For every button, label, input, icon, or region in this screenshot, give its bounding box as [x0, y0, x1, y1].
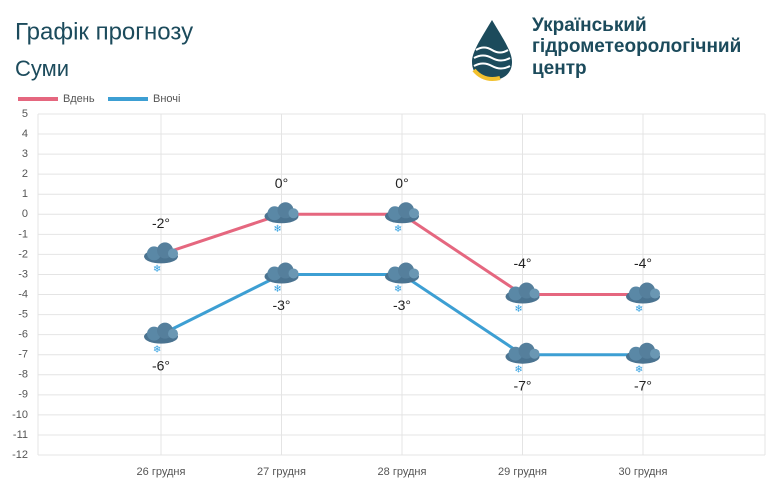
- cloud: [288, 208, 299, 219]
- snowflake: ❄: [153, 264, 161, 275]
- y-tick-label: 2: [22, 168, 28, 180]
- snowflake: ❄: [153, 344, 161, 355]
- y-tick-label: -1: [18, 228, 28, 240]
- y-tick-label: 3: [22, 148, 28, 160]
- logo-text: гідрометеорологічний: [532, 36, 741, 57]
- cloud: [288, 268, 299, 279]
- cloud: [168, 328, 178, 339]
- snowflake: ❄: [514, 304, 522, 315]
- value-label: -7°: [513, 377, 531, 393]
- y-tick-label: -2: [18, 248, 28, 260]
- weather-icon: ❄: [505, 282, 540, 315]
- y-tick-label: -6: [18, 329, 28, 341]
- y-tick-label: -10: [12, 409, 28, 421]
- snowflake: ❄: [394, 284, 402, 295]
- y-tick-label: -3: [18, 268, 28, 280]
- cloud: [529, 348, 540, 359]
- y-tick-label: 1: [22, 188, 28, 200]
- snowflake: ❄: [514, 364, 522, 375]
- x-tick-label: 28 грудня: [378, 466, 427, 478]
- weather-icon: ❄: [626, 282, 660, 315]
- weather-icon: ❄: [385, 262, 419, 295]
- weather-icon: ❄: [505, 342, 540, 375]
- snowflake: ❄: [273, 224, 281, 235]
- logo-icon: [472, 20, 512, 81]
- cloud: [650, 288, 660, 299]
- legend-label: Вдень: [63, 93, 95, 105]
- y-tick-label: -7: [18, 349, 28, 361]
- x-tick-label: 26 грудня: [137, 466, 186, 478]
- value-label: -2°: [152, 215, 170, 231]
- y-tick-label: -8: [18, 369, 28, 381]
- y-tick-label: 0: [22, 208, 28, 220]
- y-tick-label: -9: [18, 389, 28, 401]
- logo-text: Український: [532, 15, 647, 36]
- weather-icon: ❄: [144, 322, 178, 355]
- y-tick-label: 4: [22, 128, 28, 140]
- value-label: -3°: [393, 297, 411, 313]
- value-label: 0°: [275, 175, 288, 191]
- chart-title: Графік прогнозу: [15, 18, 193, 45]
- snowflake: ❄: [273, 284, 281, 295]
- value-label: -3°: [272, 297, 290, 313]
- weather-icon: ❄: [385, 202, 419, 235]
- cloud: [168, 248, 178, 259]
- weather-icon: ❄: [264, 202, 299, 235]
- cloud: [409, 208, 419, 219]
- weather-icon: ❄: [626, 342, 660, 375]
- y-tick-label: -12: [12, 449, 28, 461]
- weather-icon: ❄: [264, 262, 299, 295]
- y-tick-label: 5: [22, 108, 28, 120]
- snowflake: ❄: [394, 224, 402, 235]
- snowflake: ❄: [635, 364, 643, 375]
- cloud: [409, 268, 419, 279]
- x-tick-label: 29 грудня: [498, 466, 547, 478]
- logo-text: центр: [532, 58, 587, 79]
- cloud: [650, 348, 660, 359]
- chart-subtitle: Суми: [15, 56, 69, 81]
- x-tick-label: 27 грудня: [257, 466, 306, 478]
- y-tick-label: -4: [18, 288, 28, 300]
- y-tick-label: -11: [13, 429, 28, 441]
- value-label: -7°: [634, 377, 652, 393]
- cloud: [529, 288, 540, 299]
- value-label: -4°: [513, 255, 531, 271]
- snowflake: ❄: [635, 304, 643, 315]
- legend-label: Вночі: [153, 93, 180, 105]
- value-label: 0°: [395, 175, 408, 191]
- value-label: -4°: [634, 255, 652, 271]
- x-tick-label: 30 грудня: [619, 466, 668, 478]
- value-label: -6°: [152, 357, 170, 373]
- weather-icon: ❄: [144, 242, 178, 275]
- y-tick-label: -5: [18, 308, 28, 320]
